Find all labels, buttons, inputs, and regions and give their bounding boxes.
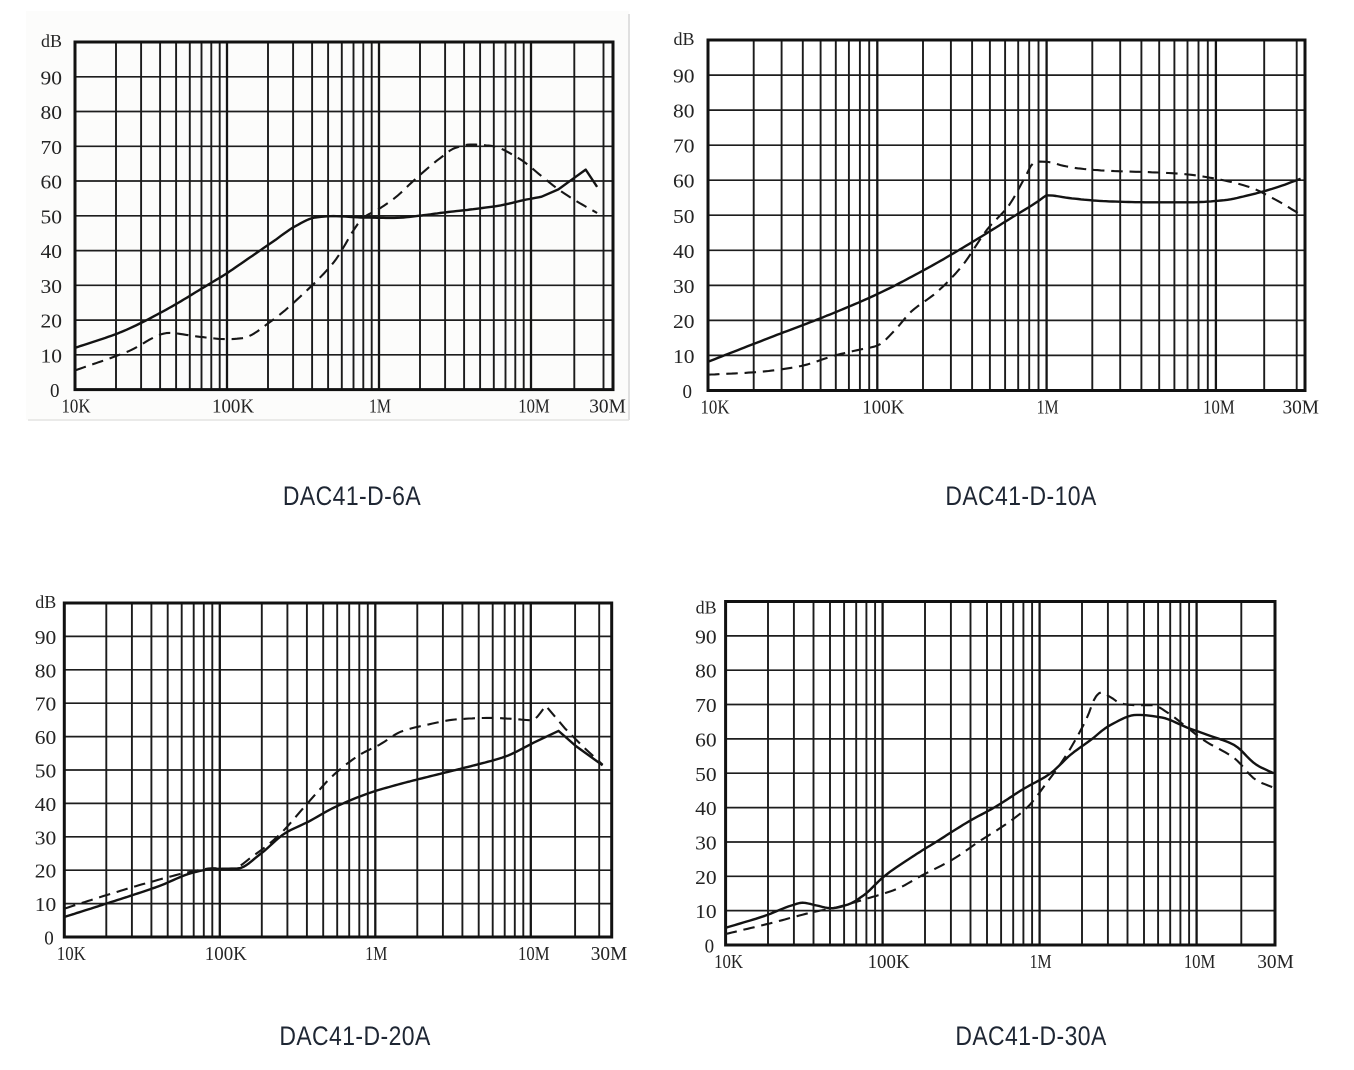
svg-text:1M: 1M — [365, 943, 387, 965]
svg-text:60: 60 — [41, 172, 63, 194]
svg-text:50: 50 — [41, 206, 63, 228]
svg-text:90: 90 — [35, 627, 57, 649]
svg-text:0: 0 — [705, 936, 715, 958]
svg-text:10M: 10M — [518, 943, 550, 965]
svg-text:80: 80 — [673, 101, 695, 123]
svg-text:dB: dB — [35, 592, 56, 612]
svg-text:100K: 100K — [212, 396, 254, 418]
svg-text:10K: 10K — [62, 396, 91, 418]
svg-text:1M: 1M — [1037, 397, 1059, 419]
svg-text:40: 40 — [35, 794, 57, 816]
svg-text:10: 10 — [35, 894, 57, 916]
svg-text:20: 20 — [35, 861, 57, 883]
svg-text:40: 40 — [695, 798, 717, 820]
svg-text:50: 50 — [695, 764, 717, 786]
svg-text:50: 50 — [673, 206, 695, 228]
svg-text:10M: 10M — [1203, 397, 1235, 419]
svg-text:30M: 30M — [1257, 951, 1294, 973]
svg-text:90: 90 — [695, 626, 717, 648]
svg-text:10M: 10M — [1184, 951, 1216, 973]
svg-text:100K: 100K — [868, 951, 910, 973]
svg-text:10K: 10K — [57, 943, 86, 965]
svg-text:70: 70 — [695, 695, 717, 717]
svg-text:30M: 30M — [591, 943, 628, 965]
svg-text:20: 20 — [695, 867, 717, 889]
svg-text:dB: dB — [696, 598, 717, 618]
svg-text:60: 60 — [35, 727, 57, 749]
svg-text:70: 70 — [35, 694, 57, 716]
svg-text:20: 20 — [41, 311, 63, 333]
svg-text:100K: 100K — [862, 397, 904, 419]
svg-text:dB: dB — [674, 29, 695, 49]
svg-text:40: 40 — [41, 241, 63, 263]
svg-text:0: 0 — [44, 928, 54, 950]
svg-text:40: 40 — [673, 241, 695, 263]
svg-text:100K: 100K — [205, 943, 247, 965]
svg-text:80: 80 — [41, 102, 63, 124]
svg-text:60: 60 — [673, 171, 695, 193]
svg-text:70: 70 — [41, 137, 63, 159]
svg-text:30M: 30M — [589, 396, 626, 418]
svg-text:30M: 30M — [1282, 397, 1319, 419]
svg-text:10M: 10M — [518, 396, 550, 418]
svg-text:10K: 10K — [701, 397, 730, 419]
svg-text:1M: 1M — [1030, 951, 1052, 973]
svg-text:10: 10 — [695, 901, 717, 923]
svg-text:10: 10 — [673, 346, 695, 368]
svg-text:0: 0 — [683, 381, 693, 403]
svg-text:30: 30 — [695, 833, 717, 855]
svg-text:90: 90 — [673, 66, 695, 88]
svg-text:30: 30 — [41, 276, 63, 298]
svg-text:50: 50 — [35, 761, 57, 783]
svg-text:1M: 1M — [369, 396, 391, 418]
svg-text:0: 0 — [50, 380, 60, 402]
svg-text:10: 10 — [41, 345, 63, 367]
svg-text:90: 90 — [41, 67, 63, 89]
svg-text:10K: 10K — [714, 951, 743, 973]
svg-text:80: 80 — [695, 661, 717, 683]
svg-text:70: 70 — [673, 136, 695, 158]
svg-text:dB: dB — [41, 31, 62, 51]
svg-text:30: 30 — [673, 276, 695, 298]
svg-text:60: 60 — [695, 729, 717, 751]
svg-text:80: 80 — [35, 660, 57, 682]
svg-text:20: 20 — [673, 311, 695, 333]
svg-text:30: 30 — [35, 827, 57, 849]
